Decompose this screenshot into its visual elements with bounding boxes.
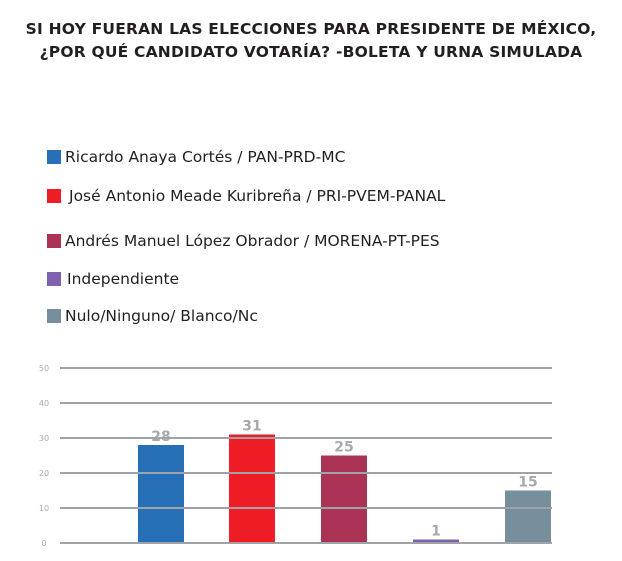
- legend-swatch: [47, 150, 61, 164]
- bar: [413, 539, 459, 543]
- legend-label: Nulo/Ninguno/ Blanco/Nc: [65, 307, 258, 325]
- bar: [321, 455, 367, 543]
- legend-item: Andrés Manuel López Obrador / MORENA-PT-…: [47, 232, 440, 250]
- bar: [229, 434, 275, 543]
- data-label: 1: [431, 524, 441, 540]
- y-tick-label: 40: [39, 399, 49, 408]
- legend-swatch: [47, 189, 61, 203]
- legend-label: Independiente: [67, 270, 180, 288]
- legend-label: José Antonio Meade Kuribreña / PRI-PVEM-…: [69, 187, 446, 205]
- data-label: 15: [518, 475, 537, 491]
- chart-title-line-2: ¿POR QUÉ CANDIDATO VOTARÍA? -BOLETA Y UR…: [39, 43, 583, 61]
- y-tick-label: 10: [39, 504, 49, 513]
- legend-label: Andrés Manuel López Obrador / MORENA-PT-…: [65, 232, 440, 250]
- legend-item: Ricardo Anaya Cortés / PAN-PRD-MC: [47, 148, 345, 166]
- y-tick-label: 30: [39, 434, 49, 443]
- legend-item: Nulo/Ninguno/ Blanco/Nc: [47, 307, 258, 325]
- legend-swatch: [47, 309, 61, 323]
- y-tick-label: 0: [41, 539, 46, 548]
- y-tick-label: 50: [39, 364, 49, 373]
- chart-title-line-1: SI HOY FUERAN LAS ELECCIONES PARA PRESID…: [25, 20, 597, 38]
- legend-swatch: [47, 272, 61, 286]
- legend-label: Ricardo Anaya Cortés / PAN-PRD-MC: [65, 148, 346, 166]
- data-label: 31: [242, 419, 261, 435]
- legend-item: Independiente: [47, 270, 179, 288]
- bar: [505, 490, 551, 543]
- bar: [138, 445, 184, 543]
- y-tick-label: 20: [39, 469, 49, 478]
- data-label: 25: [334, 440, 353, 456]
- legend-item: José Antonio Meade Kuribreña / PRI-PVEM-…: [47, 187, 445, 205]
- legend-swatch: [47, 234, 61, 248]
